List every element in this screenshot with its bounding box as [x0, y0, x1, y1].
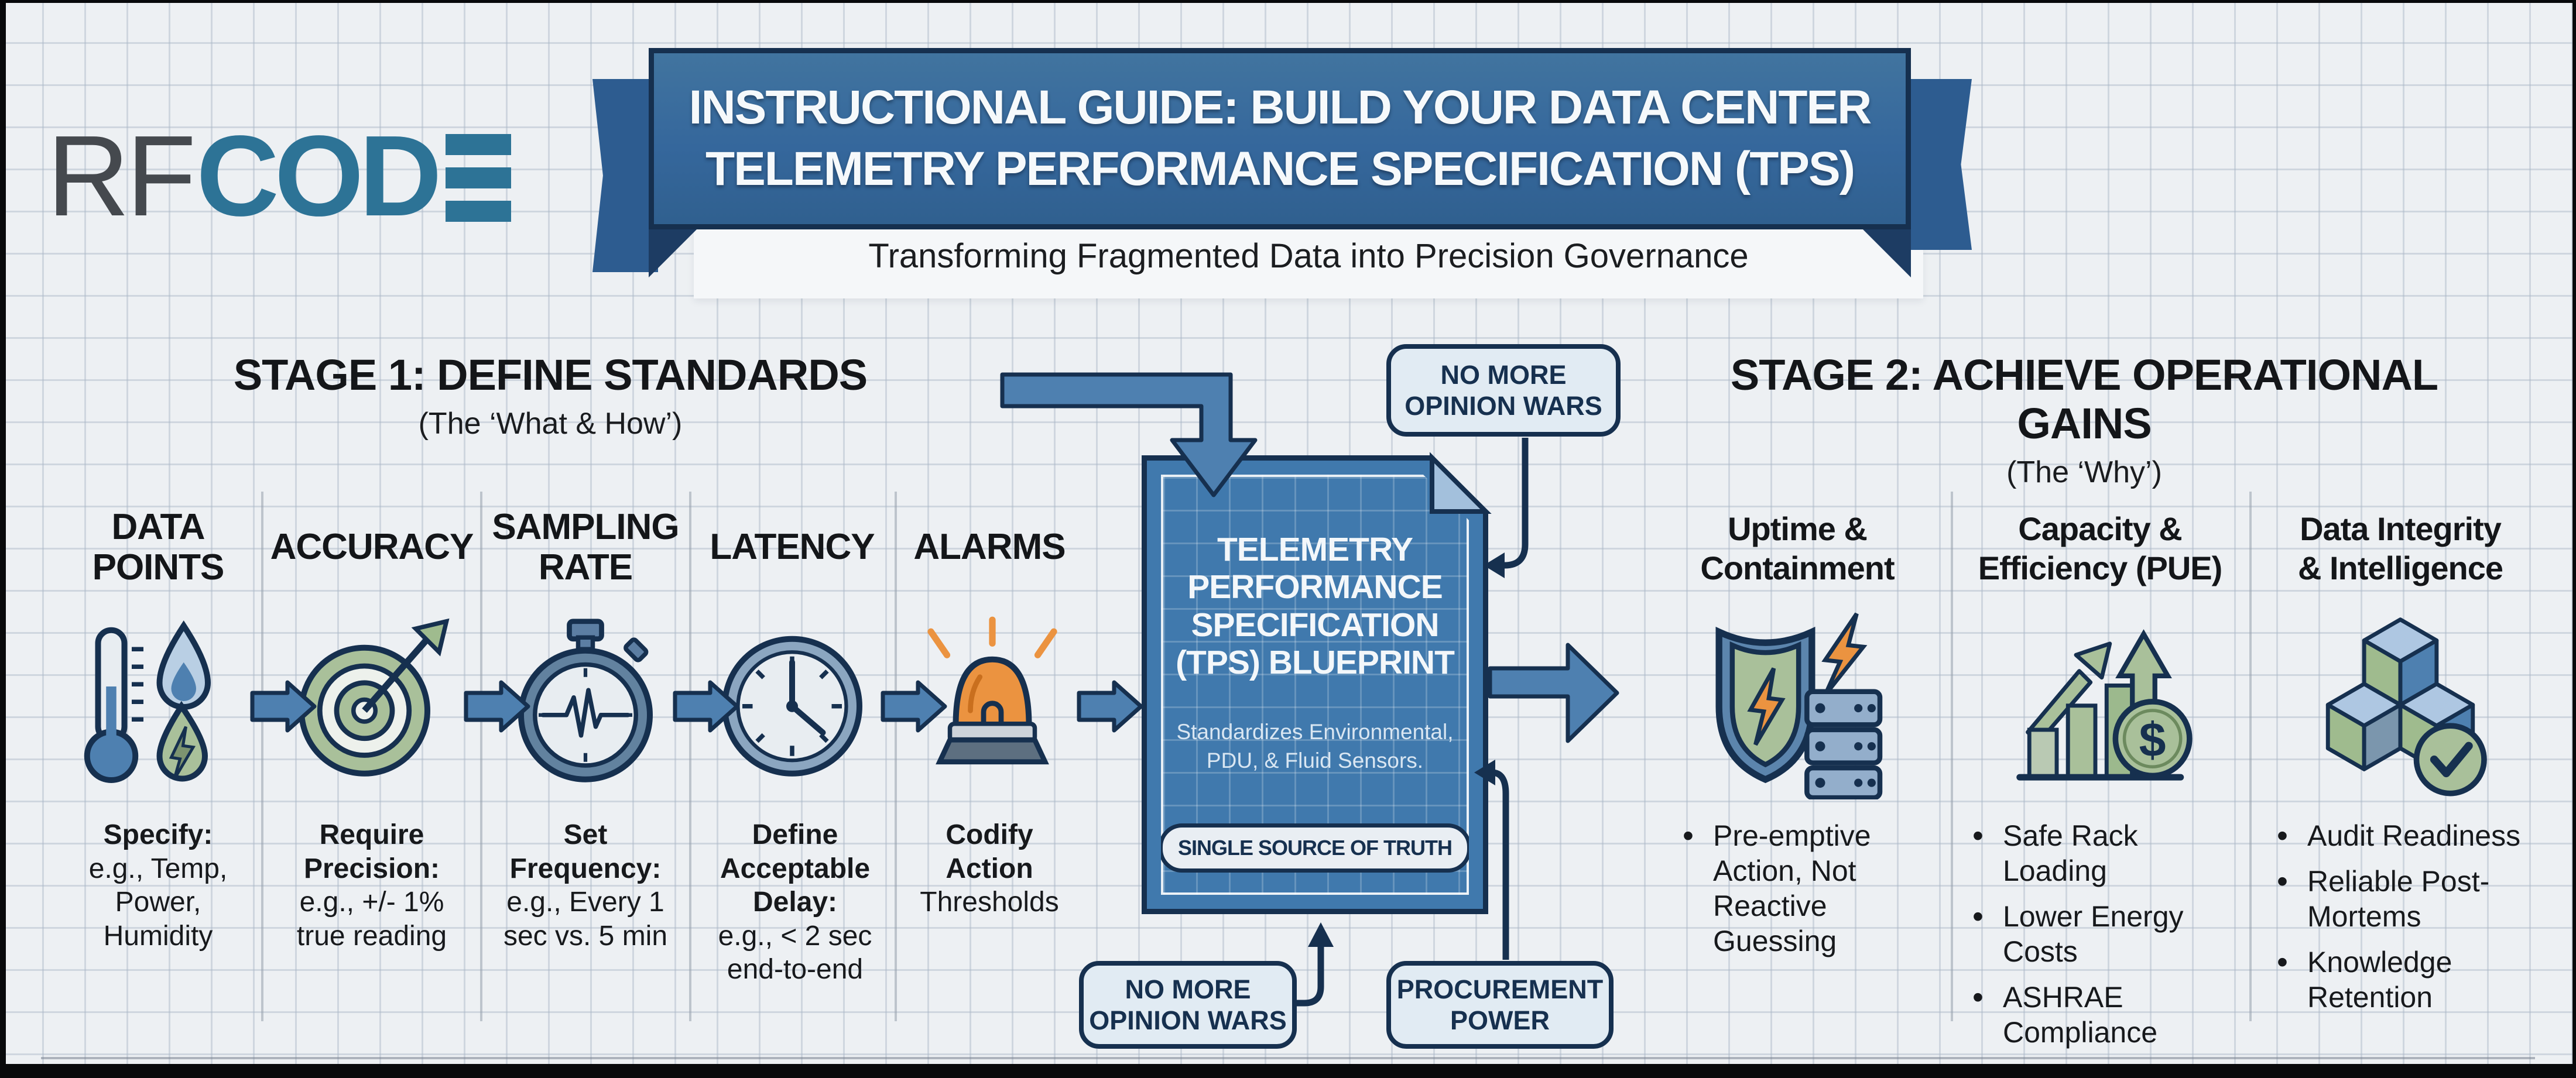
ribbon-tail-left: [592, 79, 658, 272]
connector-bottom-left-callout: [1295, 945, 1324, 1007]
stopwatch-icon: [518, 619, 653, 782]
column-note-alarms: Codify Action Thresholds: [884, 818, 1095, 919]
column-note-lead: Specify:: [103, 819, 213, 850]
column-divider: [1951, 492, 1953, 1021]
callout-procurement-power: PROCUREMENT POWER: [1386, 961, 1614, 1049]
column-header-data-points: DATA POINTS: [92, 506, 225, 588]
column-note-latency: Define Acceptable Delay: e.g., < 2 sec e…: [684, 818, 906, 987]
list-item: ASHRAE Compliance: [1970, 979, 2239, 1050]
connector-arrowhead: [1308, 922, 1334, 947]
frame-edge: [2572, 0, 2576, 1078]
ribbon-tail-right: [1904, 79, 1972, 250]
benefits-list-uptime: Pre-emptive Action, Not Reactive Guessin…: [1680, 817, 1891, 969]
benefits-list-data-integrity: Audit Readiness Reliable Post-Mortems Kn…: [2274, 817, 2550, 1025]
frame-edge: [0, 0, 6, 1078]
rfcode-logo: RF COD: [47, 115, 511, 238]
connector-procurement-callout: [1491, 769, 1509, 960]
exit-arrow-to-stage2: [1488, 643, 1619, 743]
stage1-title: STAGE 1: DEFINE STANDARDS: [233, 351, 868, 399]
frame-edge: [0, 0, 2576, 3]
growth-chart-dollar-icon: $: [2016, 629, 2193, 781]
column-note-data-points: Specify: e.g., Temp, Power, Humidity: [53, 818, 263, 953]
stage1-heading-block: STAGE 1: DEFINE STANDARDS (The ‘What & H…: [141, 351, 960, 444]
column-header-sampling-rate: SAMPLING RATE: [492, 506, 679, 588]
logo-prefix: RF: [47, 112, 196, 240]
list-item: Safe Rack Loading: [1970, 817, 2239, 888]
thermometer-droplets-icon: [84, 620, 211, 783]
blueprint-description: Standardizes Environmental, PDU, & Fluid…: [1176, 720, 1454, 773]
list-item: Reliable Post-Mortems: [2274, 863, 2550, 934]
column-note-detail: Thresholds: [920, 887, 1059, 918]
logo-emphasis: COD: [196, 112, 442, 240]
column-divider: [480, 492, 482, 1021]
stage2-subtitle: (The ‘Why’): [2006, 455, 2162, 489]
callout-no-more-opinion-wars-top: NO MORE OPINION WARS: [1386, 344, 1621, 437]
stage2-title: STAGE 2: ACHIEVE OPERATIONAL GAINS: [1730, 351, 2438, 448]
title-banner: INSTRUCTIONAL GUIDE: BUILD YOUR DATA CEN…: [649, 48, 1911, 229]
column-divider: [261, 492, 263, 1021]
frame-edge: [0, 1064, 2576, 1078]
column-header-latency: LATENCY: [710, 527, 875, 568]
cubes-check-icon: [2325, 617, 2487, 797]
flow-arrow-into-blueprint: [1077, 680, 1143, 733]
banner-title-line2: TELEMETRY PERFORMANCE SPECIFICATION (TPS…: [705, 142, 1855, 195]
column-note-detail: e.g., Every 1 sec vs. 5 min: [503, 887, 668, 952]
column-header-accuracy: ACCURACY: [270, 527, 474, 568]
subtitle-band: [694, 229, 1923, 298]
svg-text:$: $: [2139, 713, 2166, 767]
list-item: Lower Energy Costs: [1970, 898, 2239, 969]
tps-blueprint-document: TELEMETRY PERFORMANCE SPECIFICATION (TPS…: [1142, 455, 1488, 914]
blueprint-sheet: TELEMETRY PERFORMANCE SPECIFICATION (TPS…: [1161, 475, 1469, 895]
column-divider: [2249, 492, 2252, 1021]
column-header-capacity-efficiency: Capacity & Efficiency (PUE): [1978, 510, 2223, 586]
column-header-alarms: ALARMS: [913, 527, 1066, 568]
single-source-of-truth-badge: SINGLE SOURCE OF TRUTH: [1159, 823, 1471, 873]
column-note-accuracy: Require Precision: e.g., +/- 1% true rea…: [266, 818, 477, 953]
column-header-uptime-containment: Uptime & Containment: [1700, 510, 1895, 586]
blueprint-title: TELEMETRY PERFORMANCE SPECIFICATION (TPS…: [1176, 531, 1454, 682]
benefits-list-capacity: Safe Rack Loading Lower Energy Costs ASH…: [1970, 817, 2239, 1060]
callout-no-more-opinion-wars-bottom: NO MORE OPINION WARS: [1079, 961, 1297, 1049]
column-note-lead: Require Precision:: [303, 819, 440, 884]
column-header-data-integrity: Data Integrity & Intelligence: [2297, 510, 2503, 586]
target-arrow-icon: [299, 618, 450, 777]
siren-icon: [927, 616, 1057, 765]
column-note-lead: Set Frequency:: [509, 819, 662, 884]
shield-server-icon: [1715, 612, 1883, 799]
poster-subtitle: Transforming Fragmented Data into Precis…: [868, 237, 1749, 275]
bottom-rule-line: [41, 1057, 2535, 1059]
clock-icon: [722, 636, 862, 777]
column-note-sampling-rate: Set Frequency: e.g., Every 1 sec vs. 5 m…: [480, 818, 691, 953]
column-divider: [689, 492, 691, 1021]
column-note-detail: e.g., < 2 sec end-to-end: [718, 920, 872, 986]
column-note-detail: e.g., +/- 1% true reading: [296, 887, 447, 952]
column-note-detail: e.g., Temp, Power, Humidity: [88, 853, 228, 952]
column-note-lead: Define Acceptable Delay:: [720, 819, 871, 918]
list-item: Knowledge Retention: [2274, 943, 2550, 1015]
banner-title-line1: INSTRUCTIONAL GUIDE: BUILD YOUR DATA CEN…: [688, 81, 1872, 135]
column-divider: [895, 492, 897, 1021]
stage2-heading-block: STAGE 2: ACHIEVE OPERATIONAL GAINS (The …: [1663, 351, 2506, 492]
connector-top-callout: [1502, 438, 1529, 569]
triple-bar-e-icon: [445, 134, 511, 222]
list-item: Pre-emptive Action, Not Reactive Guessin…: [1680, 817, 1891, 959]
column-note-lead: Codify Action: [946, 819, 1033, 884]
list-item: Audit Readiness: [2274, 817, 2550, 855]
stage1-subtitle: (The ‘What & How’): [418, 406, 683, 441]
